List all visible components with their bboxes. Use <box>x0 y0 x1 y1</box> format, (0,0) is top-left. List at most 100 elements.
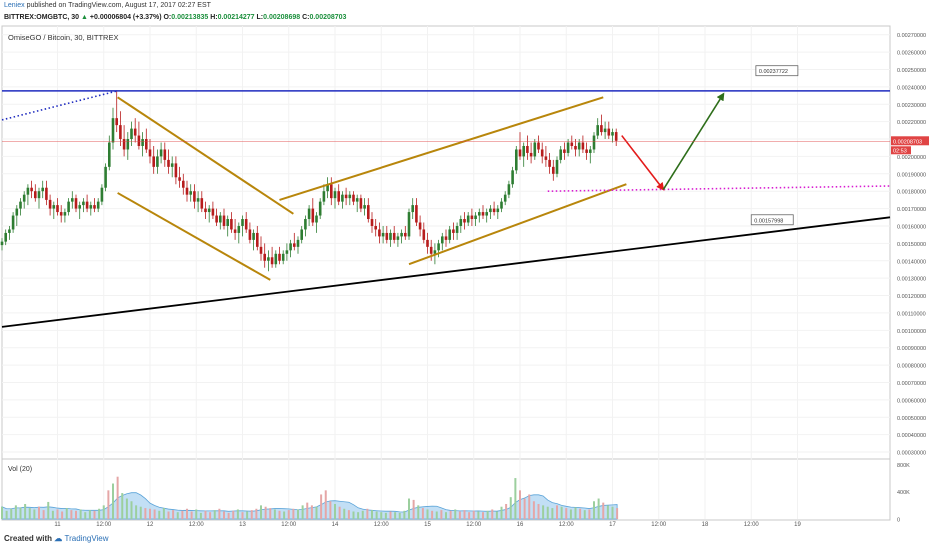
candle-body <box>152 156 155 167</box>
volume-bar <box>389 511 392 519</box>
volume-bar <box>606 505 609 519</box>
volume-bar <box>33 509 36 519</box>
time-tick-label: 13 <box>239 522 246 528</box>
volume-bar <box>560 506 563 519</box>
chart-title: OmiseGO / Bitcoin, 30, BITTREX <box>8 33 118 42</box>
volume-bar <box>75 510 77 519</box>
candle-body <box>15 208 19 216</box>
created-with: Created with <box>4 534 53 543</box>
candle-body <box>367 205 370 220</box>
ohlc-close-label: C: <box>302 14 310 21</box>
volume-tick-label: 800K <box>897 463 910 469</box>
candle-body <box>219 215 222 223</box>
candle-body <box>359 198 363 209</box>
candle-body <box>422 229 426 240</box>
volume-bar <box>246 511 249 519</box>
candle-body <box>133 128 137 136</box>
candle-body <box>289 243 292 251</box>
candle-body <box>526 145 529 153</box>
candle-body <box>611 132 614 136</box>
price-tick-label: 0.00120000 <box>897 294 926 300</box>
price-tick-label: 0.00040000 <box>897 433 926 439</box>
volume-bar <box>449 510 452 519</box>
candle-body <box>122 139 126 150</box>
candle-body <box>552 166 555 174</box>
volume-bar <box>102 505 105 519</box>
volume-bar <box>176 512 179 519</box>
volume-bar <box>218 508 221 519</box>
candle-body <box>600 125 603 133</box>
price-tick-label: 0.00190000 <box>897 172 926 178</box>
trendline-channel-up-upper <box>279 96 604 201</box>
volume-bar <box>398 512 401 519</box>
volume-bar <box>454 509 457 519</box>
time-tick-label: 12:00 <box>651 522 667 528</box>
candle-body <box>111 118 115 143</box>
time-tick-label: 17 <box>609 522 616 528</box>
volume-bar <box>468 512 471 519</box>
price-tick-label: 0.00240000 <box>897 85 926 91</box>
author-link[interactable]: Leniex <box>4 2 25 9</box>
time-tick-label: 14 <box>332 522 339 528</box>
time-tick-label: 12 <box>147 522 154 528</box>
volume-bar <box>338 506 341 519</box>
price-callout-label: 0.00157998 <box>754 218 783 224</box>
volume-bar <box>574 507 577 519</box>
candle-body <box>333 191 337 199</box>
volume-bar <box>588 509 591 519</box>
candle-body <box>474 215 477 220</box>
volume-bar <box>195 509 198 519</box>
time-tick-label: 12:00 <box>189 522 205 528</box>
volume-bar <box>315 506 318 519</box>
candle-body <box>274 253 278 265</box>
price-tick-label: 0.00270000 <box>897 33 926 39</box>
candle-body <box>156 156 159 167</box>
volume-bar <box>61 511 64 519</box>
arrow-down <box>621 135 665 191</box>
candle-body <box>459 219 463 226</box>
ohlc-low-value: 0.00208698 <box>263 14 301 21</box>
last-price-badge <box>891 136 929 146</box>
time-axis[interactable]: 11 12:00 12 12:00 13 12:00 14 12:00 15 12:00 16 12:… <box>54 522 801 528</box>
volume-bar <box>269 508 272 519</box>
volume-label: Vol (20) <box>8 466 32 473</box>
volume-bar <box>505 503 508 519</box>
volume-bar <box>297 509 299 519</box>
candle-body <box>500 201 503 209</box>
candle-body <box>0 241 4 246</box>
candle-body <box>222 215 226 226</box>
ohlc-open-value: 0.00213835 <box>171 14 209 21</box>
candle-body <box>45 187 48 200</box>
candle-body <box>326 184 329 192</box>
countdown-badge <box>891 146 911 155</box>
volume-bar <box>458 511 461 519</box>
volume-bar <box>10 508 13 519</box>
volume-bar <box>556 505 558 519</box>
candle-body <box>404 232 407 237</box>
price-tick-label: 0.00130000 <box>897 277 926 283</box>
candle-body <box>145 139 148 150</box>
candle-body <box>581 142 585 150</box>
volume-bar <box>130 501 133 519</box>
ohlc-close-value: 0.00208703 <box>309 14 347 21</box>
price-tick-label: 0.00200000 <box>897 155 926 161</box>
candle-body <box>281 253 285 261</box>
candle-body <box>300 229 303 240</box>
volume-bar <box>135 505 138 519</box>
candle-body <box>263 253 266 261</box>
volume-bar <box>70 510 73 519</box>
volume-bar <box>47 501 50 519</box>
price-axis[interactable]: 0.00270000 0.00260000 0.00250000 0.00240000… <box>897 33 926 523</box>
volume-bar <box>84 512 87 519</box>
tradingview-brand[interactable]: TradingView <box>64 534 109 543</box>
volume-bar <box>565 508 568 519</box>
volume-bar <box>149 508 151 519</box>
candle-body <box>455 225 459 233</box>
volume-bar <box>158 510 161 519</box>
volume-bar <box>1 506 3 519</box>
volume-bar <box>112 483 114 519</box>
price-tick-label: 0.00050000 <box>897 416 926 422</box>
candle-body <box>478 212 481 216</box>
candle-body <box>37 191 41 199</box>
